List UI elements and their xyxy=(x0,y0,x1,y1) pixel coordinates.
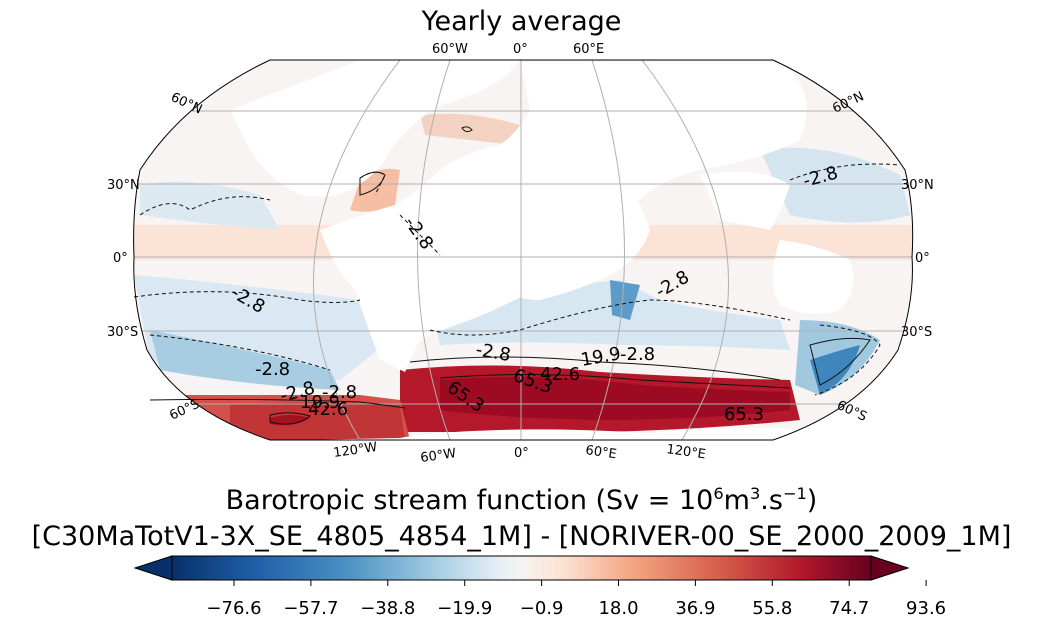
lon-label-bottom: 120°W xyxy=(332,440,378,461)
colorbar-subtitle: [C30MaTotV1-3X_SE_4805_4854_1M] - [NORIV… xyxy=(31,521,1012,552)
colorbar-ticks xyxy=(233,580,927,586)
colorbar-tick-label: 18.0 xyxy=(598,598,638,619)
contour-lines xyxy=(133,126,901,425)
colorbar: −76.6 −57.7 −38.8 −19.9 −0.9 18.0 36.9 5… xyxy=(133,555,946,619)
colorbar-extend-min xyxy=(133,555,173,581)
colorbar-extend-max xyxy=(870,555,910,581)
colorbar-title: Barotropic stream function (Sv = 106m3.s… xyxy=(225,484,818,516)
contour-label: -2.8 xyxy=(255,359,290,380)
graticule xyxy=(133,60,913,440)
lat-label-left: 60°S xyxy=(167,397,202,424)
colorbar-tick-label: 55.8 xyxy=(752,598,792,619)
contour-label: -2.8 xyxy=(322,382,357,403)
lat-label-left: 30°S xyxy=(107,325,138,340)
colorbar-gradient xyxy=(171,555,872,581)
contour-label: 42.6 xyxy=(308,399,348,420)
contour-label: 42.6 xyxy=(540,364,580,385)
lon-label-bottom: 60°W xyxy=(419,446,457,466)
map-panel: -2.8 -2.8 -2.8 -2.8 -2.8 -2.8 -2.8 -2.8 … xyxy=(107,42,934,466)
contour-label: -2.8 xyxy=(620,344,655,365)
lon-label-bottom: 0° xyxy=(514,446,529,461)
lat-label-right: 30°S xyxy=(901,325,932,340)
lon-label-bottom: 120°E xyxy=(665,442,706,462)
lat-label-left: 0° xyxy=(113,251,128,266)
colorbar-tick-label: −0.9 xyxy=(520,598,564,619)
contour-label: 19.9 xyxy=(300,392,340,413)
colorbar-tick-label: 36.9 xyxy=(675,598,715,619)
colorbar-tick-label: −38.8 xyxy=(360,598,415,619)
lon-label-bottom: 60°E xyxy=(584,443,617,462)
lat-label-right: 60°S xyxy=(834,398,869,425)
lat-label-right: 30°N xyxy=(901,178,934,193)
colorbar-tick-label: 74.7 xyxy=(829,598,869,619)
lat-label-right: 0° xyxy=(915,251,930,266)
lon-label-top: 60°W xyxy=(432,42,468,57)
stream-function-field xyxy=(133,60,913,440)
lat-label-left: 30°N xyxy=(107,178,140,193)
colorbar-tick-label: −19.9 xyxy=(437,598,492,619)
colorbar-tick-label: 93.6 xyxy=(906,598,946,619)
colorbar-tick-label: −57.7 xyxy=(283,598,338,619)
map-outline xyxy=(133,59,914,441)
contour-label: 65.3 xyxy=(724,404,764,425)
lon-label-top: 60°E xyxy=(573,42,604,57)
lat-label-left: 60°N xyxy=(168,90,204,117)
lon-label-top: 0° xyxy=(513,42,528,57)
map-title: Yearly average xyxy=(421,6,622,37)
colorbar-tick-label: −76.6 xyxy=(206,598,261,619)
